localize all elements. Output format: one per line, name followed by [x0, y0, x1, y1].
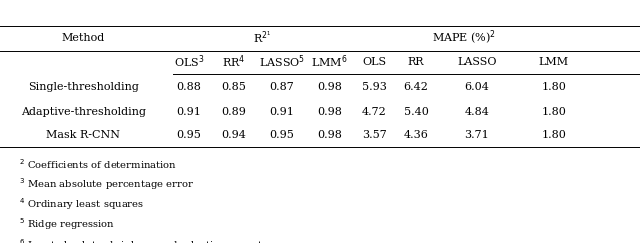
Text: 4.72: 4.72	[362, 107, 387, 117]
Text: Single-thresholding: Single-thresholding	[28, 82, 139, 93]
Text: 0.87: 0.87	[269, 82, 294, 93]
Text: LMM: LMM	[538, 57, 569, 67]
Text: OLS: OLS	[362, 57, 387, 67]
Text: 4.36: 4.36	[404, 130, 428, 140]
Text: 5.93: 5.93	[362, 82, 387, 93]
Text: $^5$ Ridge regression: $^5$ Ridge regression	[19, 217, 115, 233]
Text: $^4$ Ordinary least squares: $^4$ Ordinary least squares	[19, 196, 145, 212]
Text: R$^{2^1}$: R$^{2^1}$	[253, 30, 271, 45]
Text: $^2$ Coefficients of determination: $^2$ Coefficients of determination	[19, 157, 177, 171]
Text: Method: Method	[61, 33, 105, 43]
Text: 1.80: 1.80	[541, 107, 566, 117]
Text: $^6$ Least absolute shrinkage and selection operator: $^6$ Least absolute shrinkage and select…	[19, 237, 275, 243]
Text: 1.80: 1.80	[541, 130, 566, 140]
Text: 6.42: 6.42	[404, 82, 428, 93]
Text: 0.98: 0.98	[317, 130, 342, 140]
Text: LASSO$^5$: LASSO$^5$	[259, 54, 305, 70]
Text: 0.89: 0.89	[221, 107, 246, 117]
Text: LMM$^6$: LMM$^6$	[311, 54, 348, 70]
Text: 3.71: 3.71	[465, 130, 489, 140]
Text: LASSO: LASSO	[457, 57, 497, 67]
Text: MAPE (%)$^2$: MAPE (%)$^2$	[432, 29, 496, 47]
Text: $^3$ Mean absolute percentage error: $^3$ Mean absolute percentage error	[19, 176, 194, 192]
Text: 5.40: 5.40	[404, 107, 428, 117]
Text: Adaptive-thresholding: Adaptive-thresholding	[20, 107, 146, 117]
Text: 6.04: 6.04	[465, 82, 489, 93]
Text: RR: RR	[408, 57, 424, 67]
Text: 0.98: 0.98	[317, 82, 342, 93]
Text: 0.94: 0.94	[221, 130, 246, 140]
Text: Mask R-CNN: Mask R-CNN	[46, 130, 120, 140]
Text: 0.85: 0.85	[221, 82, 246, 93]
Text: RR$^4$: RR$^4$	[222, 54, 245, 70]
Text: 0.95: 0.95	[177, 130, 201, 140]
Text: 0.98: 0.98	[317, 107, 342, 117]
Text: OLS$^3$: OLS$^3$	[173, 54, 204, 70]
Text: 4.84: 4.84	[465, 107, 489, 117]
Text: 0.88: 0.88	[177, 82, 201, 93]
Text: 0.91: 0.91	[269, 107, 294, 117]
Text: 0.95: 0.95	[269, 130, 294, 140]
Text: 1.80: 1.80	[541, 82, 566, 93]
Text: 3.57: 3.57	[362, 130, 387, 140]
Text: 0.91: 0.91	[177, 107, 201, 117]
